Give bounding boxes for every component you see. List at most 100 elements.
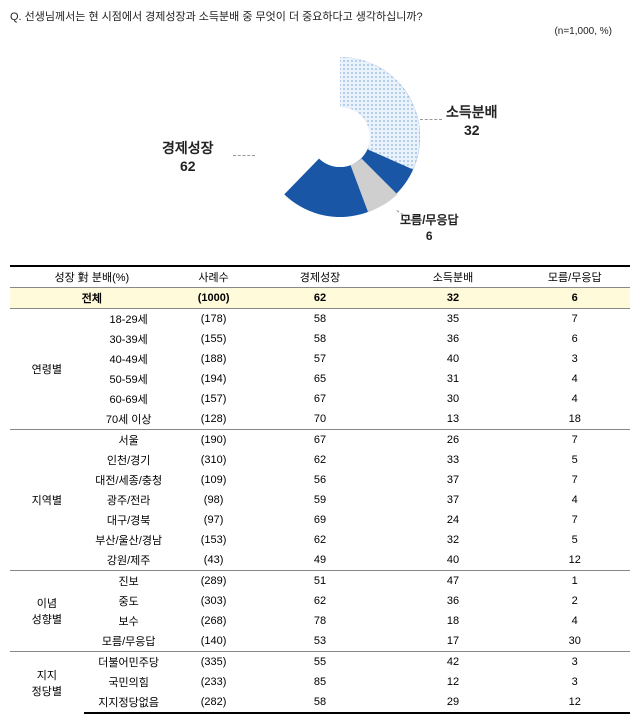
cell: 70 bbox=[253, 409, 386, 430]
cell: 33 bbox=[386, 450, 519, 470]
cell: 32 bbox=[386, 288, 519, 309]
row-label: 모름/무응답 bbox=[84, 631, 174, 652]
question-text: Q. 선생님께서는 현 시점에서 경제성장과 소득분배 중 무엇이 더 중요하다… bbox=[10, 8, 630, 24]
donut-hole bbox=[310, 107, 370, 167]
cell: 42 bbox=[386, 652, 519, 673]
total-label: 전체 bbox=[10, 288, 174, 309]
cell: 4 bbox=[519, 611, 630, 631]
cell: 58 bbox=[253, 692, 386, 713]
cell: 3 bbox=[519, 672, 630, 692]
th-n: 사례수 bbox=[174, 266, 254, 288]
row-label: 더불어민주당 bbox=[84, 652, 174, 673]
row-n: (190) bbox=[174, 430, 254, 451]
cell: 18 bbox=[519, 409, 630, 430]
group-3: 지지정당별 bbox=[10, 652, 84, 714]
row-label: 60-69세 bbox=[84, 389, 174, 409]
cell: 30 bbox=[386, 389, 519, 409]
cell: 47 bbox=[386, 571, 519, 592]
row-label: 대구/경북 bbox=[84, 510, 174, 530]
cell: 62 bbox=[253, 450, 386, 470]
row-n: (194) bbox=[174, 369, 254, 389]
leader-growth bbox=[233, 155, 255, 156]
row-n: (153) bbox=[174, 530, 254, 550]
cell: 17 bbox=[386, 631, 519, 652]
group-0: 연령별 bbox=[10, 309, 84, 430]
cell: 12 bbox=[386, 672, 519, 692]
cell: 6 bbox=[519, 329, 630, 349]
row-label: 50-59세 bbox=[84, 369, 174, 389]
cell: 2 bbox=[519, 591, 630, 611]
cell: 51 bbox=[253, 571, 386, 592]
cell: 4 bbox=[519, 369, 630, 389]
row-label: 70세 이상 bbox=[84, 409, 174, 430]
cell: 36 bbox=[386, 591, 519, 611]
cell: 6 bbox=[519, 288, 630, 309]
cell: 26 bbox=[386, 430, 519, 451]
results-table: 성장 對 분배(%) 사례수 경제성장 소득분배 모름/무응답 전체(1000)… bbox=[10, 265, 630, 714]
cell: 62 bbox=[253, 530, 386, 550]
row-label: 중도 bbox=[84, 591, 174, 611]
cell: 56 bbox=[253, 470, 386, 490]
row-label: 부산/울산/경남 bbox=[84, 530, 174, 550]
cell: 1 bbox=[519, 571, 630, 592]
group-2: 이념성향별 bbox=[10, 571, 84, 652]
cell: 31 bbox=[386, 369, 519, 389]
row-n: (155) bbox=[174, 329, 254, 349]
cell: 69 bbox=[253, 510, 386, 530]
row-label: 광주/전라 bbox=[84, 490, 174, 510]
cell: 62 bbox=[253, 591, 386, 611]
cell: 40 bbox=[386, 550, 519, 571]
row-n: (97) bbox=[174, 510, 254, 530]
cell: 58 bbox=[253, 309, 386, 330]
row-n: (335) bbox=[174, 652, 254, 673]
cell: 55 bbox=[253, 652, 386, 673]
cell: 53 bbox=[253, 631, 386, 652]
th-dk: 모름/무응답 bbox=[519, 266, 630, 288]
donut-chart: 경제성장62 소득분배32 모름/무응답6 bbox=[10, 37, 630, 257]
row-label: 지지정당없음 bbox=[84, 692, 174, 713]
cell: 37 bbox=[386, 470, 519, 490]
cell: 12 bbox=[519, 550, 630, 571]
label-dist: 소득분배32 bbox=[446, 103, 498, 139]
row-n: (140) bbox=[174, 631, 254, 652]
row-n: (310) bbox=[174, 450, 254, 470]
sample-meta: (n=1,000, %) bbox=[10, 26, 630, 37]
cell: 3 bbox=[519, 652, 630, 673]
cell: 67 bbox=[253, 430, 386, 451]
cell: 30 bbox=[519, 631, 630, 652]
cell: 37 bbox=[386, 490, 519, 510]
cell: 49 bbox=[253, 550, 386, 571]
row-label: 대전/세종/충청 bbox=[84, 470, 174, 490]
cell: 4 bbox=[519, 389, 630, 409]
group-1: 지역별 bbox=[10, 430, 84, 571]
row-n: (178) bbox=[174, 309, 254, 330]
cell: 12 bbox=[519, 692, 630, 713]
cell: 29 bbox=[386, 692, 519, 713]
cell: 24 bbox=[386, 510, 519, 530]
row-label: 서울 bbox=[84, 430, 174, 451]
row-n: (43) bbox=[174, 550, 254, 571]
label-dk: 모름/무응답6 bbox=[400, 213, 459, 244]
cell: 57 bbox=[253, 349, 386, 369]
row-label: 보수 bbox=[84, 611, 174, 631]
cell: 7 bbox=[519, 470, 630, 490]
row-label: 국민의힘 bbox=[84, 672, 174, 692]
row-n: (98) bbox=[174, 490, 254, 510]
th-dist: 소득분배 bbox=[386, 266, 519, 288]
total-n: (1000) bbox=[174, 288, 254, 309]
row-n: (233) bbox=[174, 672, 254, 692]
cell: 18 bbox=[386, 611, 519, 631]
cell: 7 bbox=[519, 430, 630, 451]
th-growth: 경제성장 bbox=[253, 266, 386, 288]
row-label: 18-29세 bbox=[84, 309, 174, 330]
cell: 67 bbox=[253, 389, 386, 409]
row-n: (303) bbox=[174, 591, 254, 611]
cell: 3 bbox=[519, 349, 630, 369]
row-n: (282) bbox=[174, 692, 254, 713]
row-label: 인천/경기 bbox=[84, 450, 174, 470]
cell: 35 bbox=[386, 309, 519, 330]
cell: 5 bbox=[519, 450, 630, 470]
row-n: (289) bbox=[174, 571, 254, 592]
th-category: 성장 對 분배(%) bbox=[10, 266, 174, 288]
cell: 40 bbox=[386, 349, 519, 369]
